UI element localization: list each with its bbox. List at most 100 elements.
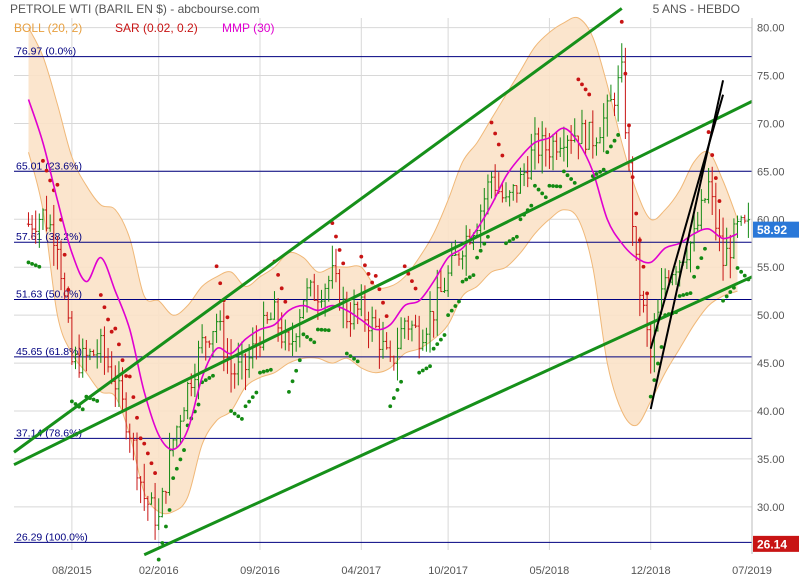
sar-dot-up [453, 304, 458, 308]
sar-dot-down [373, 273, 378, 278]
sar-dot-down [496, 142, 501, 147]
sar-dot-up [572, 180, 577, 185]
sar-dot-down [489, 120, 494, 125]
sar-dot-up [688, 291, 693, 296]
sar-dot-down [580, 82, 584, 87]
last-price-badge: 58.92 [757, 223, 787, 237]
sar-dot-down [402, 264, 407, 269]
sar-dot-down [363, 263, 367, 268]
sar-dot-up [612, 138, 617, 143]
x-tick-label: 12/2018 [631, 565, 671, 577]
sar-dot-down [66, 287, 71, 292]
y-axis: 30.0035.0040.0045.0050.0055.0060.0065.00… [751, 18, 785, 554]
sar-dot-up [91, 397, 96, 402]
fib-level-label: 37.14 (78.6%) [16, 427, 82, 439]
sar-dot-down [706, 130, 711, 134]
sar-dot-up [467, 275, 472, 280]
sar-dot-up [431, 346, 436, 351]
sar-dot-down [334, 234, 338, 239]
chart-period: 5 ANS - HEBDO [653, 2, 740, 16]
sar-dot-up [464, 277, 469, 282]
sar-dot-up [315, 327, 320, 332]
sar-dot-up [478, 248, 483, 253]
sar-dot-up [514, 234, 519, 239]
sar-dot-up [695, 265, 700, 270]
x-tick-label: 04/2017 [341, 565, 381, 577]
sar-dot-up [677, 294, 682, 298]
sar-dot-down [630, 175, 635, 180]
sar-dot-up [178, 457, 183, 462]
sar-dot-up [236, 414, 241, 419]
sar-dot-up [355, 359, 360, 364]
sar-dots [26, 19, 751, 562]
sar-dot-up [164, 524, 168, 529]
sar-dot-up [540, 191, 545, 196]
channel-lower [143, 275, 753, 557]
sar-dot-up [507, 239, 512, 244]
legend-mmp: MMP (30) [222, 21, 274, 35]
sar-dot-down [710, 153, 715, 157]
sar-dot-up [457, 299, 461, 304]
y-tick-label: 65.00 [757, 166, 785, 178]
sar-dot-up [160, 541, 165, 545]
sar-dot-up [724, 294, 729, 299]
sar-dot-up [399, 379, 403, 384]
sar-dot-up [533, 183, 537, 188]
sar-dot-up [258, 370, 262, 375]
sar-dot-up [196, 402, 201, 407]
trend-steep-2 [649, 94, 725, 349]
sar-dot-up [211, 373, 215, 378]
sar-dot-up [417, 370, 422, 375]
sar-dot-up [471, 273, 476, 278]
chart-title: PETROLE WTI (BARIL EN $) - abcbourse.com [10, 2, 260, 16]
sar-dot-down [337, 248, 342, 252]
sar-dot-up [742, 273, 747, 278]
sar-dot-up [33, 263, 38, 268]
sar-dot-down [102, 305, 107, 310]
x-tick-label: 08/2015 [52, 565, 92, 577]
sar-dot-up [26, 260, 31, 265]
sar-dot-down [713, 176, 718, 180]
sar-dot-up [536, 187, 541, 192]
sar-dot-down [587, 92, 592, 97]
sar-dot-down [214, 264, 219, 269]
sar-dot-up [511, 237, 516, 241]
sar-dot-up [598, 169, 602, 174]
sar-dot-up [95, 399, 100, 403]
sar-dot-down [153, 471, 157, 475]
sar-dot-down [381, 300, 385, 305]
sar-dot-up [247, 399, 252, 404]
sar-dot-down [341, 261, 346, 266]
sar-dot-down [641, 264, 646, 269]
low-price-badge: 26.14 [757, 537, 787, 551]
sar-dot-down [41, 158, 45, 163]
sar-dot-down [117, 342, 121, 347]
sar-dot-up [240, 417, 244, 421]
sar-dot-up [648, 394, 653, 399]
y-tick-label: 45.00 [757, 358, 785, 370]
y-tick-label: 30.00 [757, 502, 785, 514]
sar-dot-up [207, 376, 212, 380]
sar-dot-up [554, 184, 559, 189]
sar-dot-up [442, 333, 447, 337]
x-tick-label: 10/2017 [428, 565, 468, 577]
sar-dot-up [449, 308, 454, 313]
sar-dot-up [171, 476, 176, 481]
x-tick-label: 09/2016 [240, 565, 280, 577]
sar-dot-down [279, 286, 284, 291]
sar-dot-up [428, 364, 432, 369]
sar-dot-down [377, 287, 382, 292]
sar-dot-up [558, 184, 563, 189]
x-tick-label: 02/2016 [139, 565, 179, 577]
sar-dot-up [287, 389, 291, 394]
sar-dot-down [113, 326, 118, 331]
sar-dot-up [659, 345, 664, 349]
fib-level-label: 26.29 (100.0%) [16, 531, 88, 543]
sar-dot-up [561, 169, 566, 174]
sar-dot-down [583, 87, 588, 92]
sar-dot-down [135, 415, 139, 420]
y-tick-label: 35.00 [757, 454, 785, 466]
sar-dot-down [109, 329, 114, 334]
y-tick-label: 40.00 [757, 406, 785, 418]
